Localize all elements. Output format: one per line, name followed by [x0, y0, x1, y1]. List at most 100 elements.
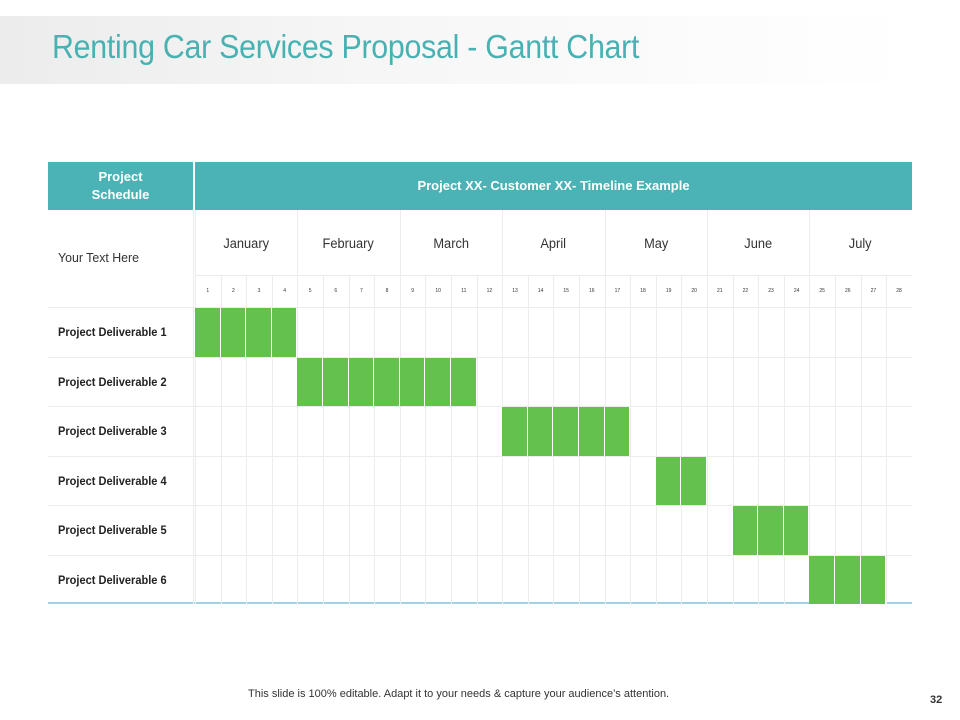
gantt-bar-segment [502, 407, 528, 456]
week-number: 19 [665, 288, 672, 294]
gantt-bar-segment [655, 456, 682, 505]
gantt-bar-segment [220, 308, 247, 357]
week-number: 27 [870, 288, 877, 294]
week-number: 18 [640, 288, 646, 294]
row-header-label: Your Text Here [58, 250, 140, 265]
grid-line [681, 275, 683, 604]
task-label: Project Deliverable 3 [58, 424, 167, 438]
week-number: 1 [206, 288, 210, 294]
grid-line [425, 275, 427, 604]
gantt-bar-segment [348, 357, 375, 406]
week-number: 25 [819, 288, 825, 294]
week-number: 11 [461, 288, 467, 294]
task-label: Project Deliverable 2 [58, 374, 167, 389]
week-number: 14 [537, 288, 544, 294]
grid-line [195, 210, 196, 604]
week-number: 6 [334, 288, 338, 294]
gantt-bar-segment [451, 357, 477, 406]
gantt-bar-segment [681, 456, 707, 505]
grid-line [48, 406, 912, 407]
week-number: 16 [589, 288, 595, 294]
gantt-bar-segment [527, 407, 554, 456]
month-label: June [744, 236, 773, 251]
week-number: 17 [614, 288, 621, 294]
grid-line [246, 275, 248, 604]
grid-line [860, 275, 862, 604]
grid-line [630, 275, 632, 604]
grid-line [323, 275, 324, 604]
grid-line [297, 210, 299, 604]
gantt-bar-segment [732, 506, 759, 555]
grid-line [48, 455, 912, 457]
grid-line [476, 275, 478, 604]
timeline-header: Project XX- Customer XX- Timeline Exampl… [195, 162, 912, 210]
footer-note: This slide is 100% editable. Adapt it to… [248, 688, 670, 700]
month-label: May [643, 236, 668, 251]
month-label: February [322, 236, 375, 251]
week-number: 5 [308, 288, 312, 294]
gantt-bar-segment [399, 357, 426, 406]
grid-line [399, 210, 401, 604]
week-number: 22 [742, 288, 749, 294]
week-number: 12 [486, 288, 493, 294]
gantt-bar-segment [195, 308, 221, 357]
gantt-bar-segment [579, 407, 605, 456]
week-number: 20 [691, 288, 697, 294]
month-label: January [223, 236, 270, 251]
grid-line [809, 210, 811, 604]
month-label: March [433, 236, 469, 251]
gantt-bar-segment [374, 357, 400, 406]
grid-line [48, 554, 912, 556]
task-label: Project Deliverable 5 [58, 523, 167, 537]
gantt-bar-segment [323, 357, 349, 406]
grid-line [348, 275, 350, 604]
grid-line [48, 356, 912, 358]
week-number: 7 [360, 288, 363, 294]
week-number: 15 [563, 288, 569, 294]
month-label: July [849, 236, 872, 251]
week-number: 26 [845, 288, 851, 294]
grid-line [707, 210, 708, 604]
gantt-bar-segment [425, 357, 451, 406]
task-label: Project Deliverable 4 [58, 473, 167, 488]
grid-line [48, 505, 912, 506]
grid-line [374, 275, 376, 604]
gantt-chart: Project Schedule Project XX- Customer XX… [48, 162, 912, 604]
week-number: 10 [435, 288, 441, 294]
week-number: 23 [768, 288, 774, 294]
week-number: 8 [385, 288, 389, 294]
title-band [0, 16, 910, 84]
grid-line [451, 275, 452, 604]
gantt-bar-segment [553, 407, 579, 456]
gantt-bar-segment [246, 308, 272, 357]
month-label: April [540, 236, 567, 251]
gantt-bar-segment [271, 308, 298, 357]
gantt-bar-segment [297, 357, 323, 406]
grid-line [886, 275, 888, 604]
week-number: 13 [512, 288, 518, 294]
gantt-bar-segment [835, 555, 861, 604]
week-number: 4 [283, 288, 286, 294]
week-number: 3 [257, 288, 261, 294]
project-schedule-header: Project Schedule [48, 162, 193, 210]
grid-line [193, 210, 194, 604]
gantt-bar-segment [783, 506, 810, 555]
week-number: 2 [232, 288, 235, 294]
week-number: 24 [793, 288, 800, 294]
slide-title: Renting Car Services Proposal - Gantt Ch… [52, 28, 640, 65]
gantt-bar-segment [860, 555, 887, 604]
grid-line [271, 275, 273, 604]
task-label: Project Deliverable 1 [58, 325, 167, 339]
grid-line [835, 275, 836, 604]
gantt-bar-segment [809, 555, 835, 604]
task-label: Project Deliverable 6 [58, 572, 167, 587]
grid-line [48, 307, 912, 308]
grid-line [758, 275, 760, 604]
week-number: 9 [411, 288, 414, 294]
gantt-bar-segment [604, 407, 631, 456]
week-number: 21 [717, 288, 723, 294]
grid-line [220, 275, 222, 604]
project-schedule-header-line2: Schedule [91, 187, 150, 202]
page-number: 32 [930, 694, 943, 706]
gantt-bar-segment [758, 506, 784, 555]
